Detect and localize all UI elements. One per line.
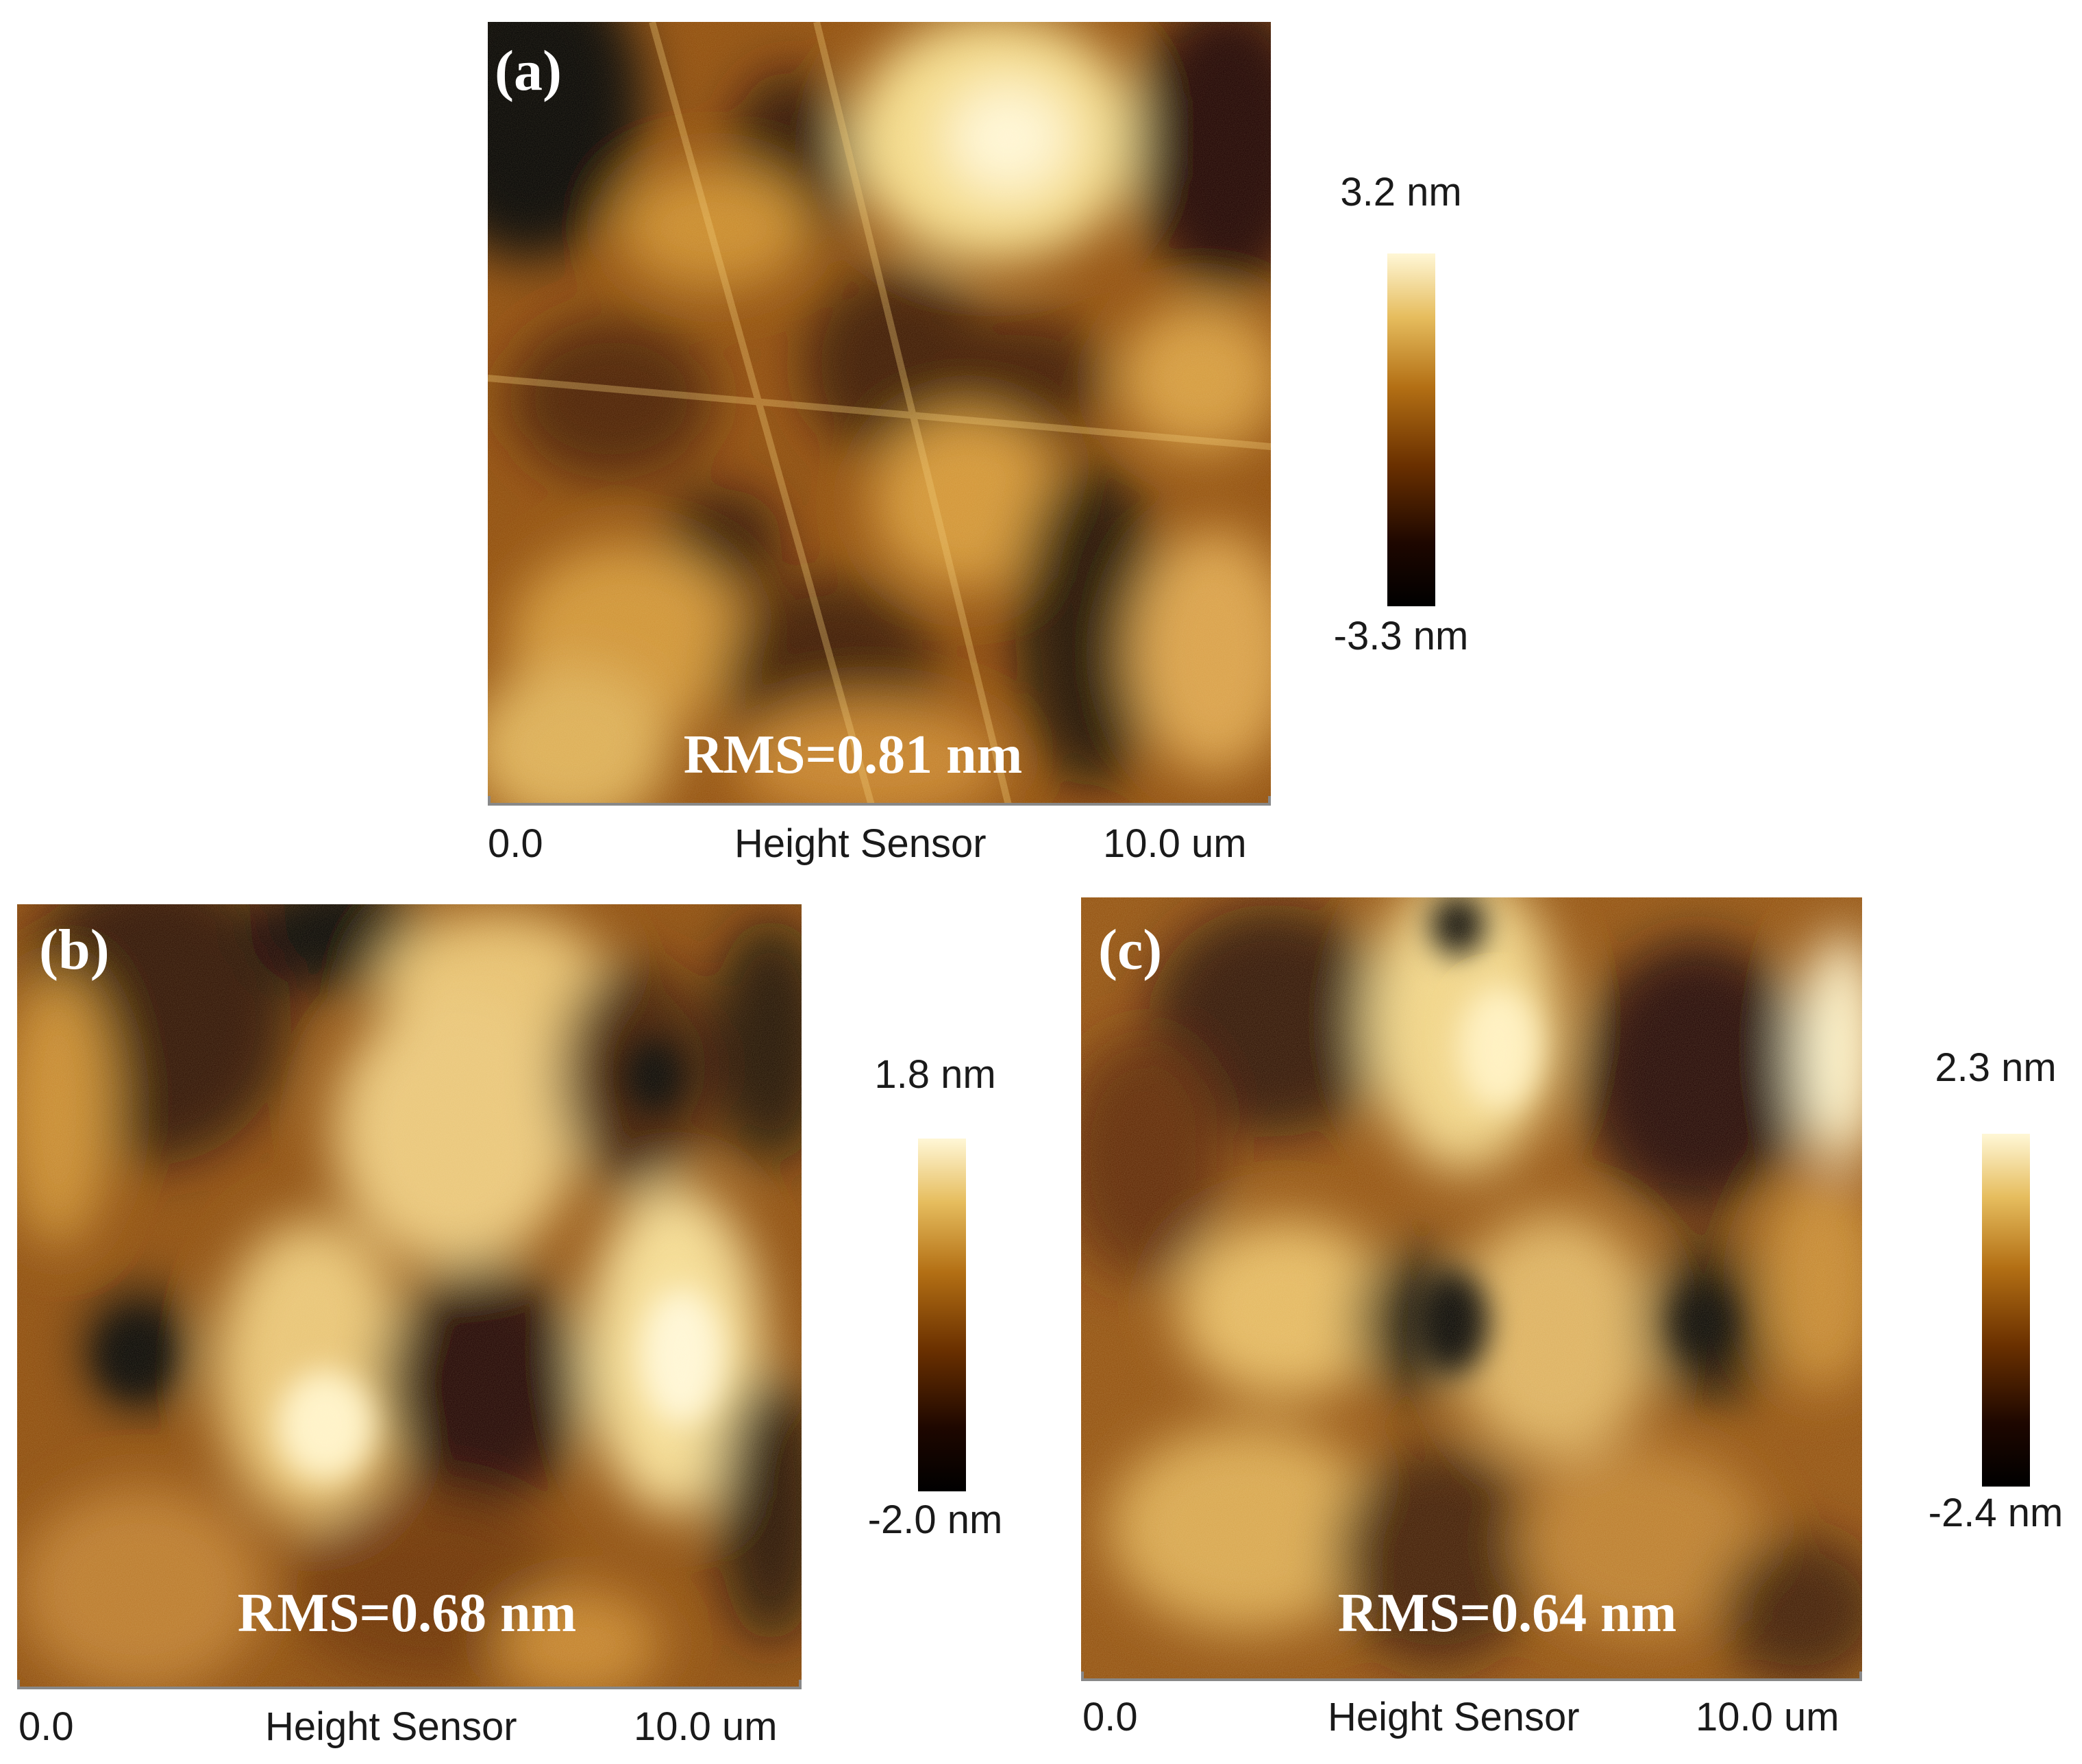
color-scale-bar-c (1982, 1134, 2030, 1487)
axis-title-a: Height Sensor (734, 821, 987, 866)
x-axis-tick-b-start (17, 1680, 20, 1689)
afm-image-c (1081, 897, 1862, 1678)
scale-max-a: 3.2 nm (1340, 170, 1462, 214)
rms-label-c: RMS=0.64 nm (1337, 1583, 1677, 1643)
panel-label-c: (c) (1098, 918, 1163, 982)
panel-label-a: (a) (495, 39, 562, 103)
x-axis-tick-c-end (1859, 1672, 1862, 1681)
x-axis-tick-b-end (799, 1680, 802, 1689)
afm-image-b (17, 904, 802, 1689)
scale-min-a: -3.3 nm (1333, 614, 1469, 658)
x-axis-a (488, 803, 1271, 806)
x-axis-tick-a-start (488, 796, 491, 806)
axis-end-a: 10.0 um (1103, 821, 1247, 866)
rms-label-b: RMS=0.68 nm (237, 1583, 577, 1643)
afm-image-a (488, 22, 1271, 805)
panel-label-b: (b) (39, 918, 110, 982)
color-scale-bar-b (918, 1139, 966, 1491)
rms-label-a: RMS=0.81 nm (683, 725, 1023, 785)
axis-start-c: 0.0 (1082, 1695, 1138, 1739)
scale-min-b: -2.0 nm (867, 1498, 1003, 1542)
scale-max-c: 2.3 nm (1935, 1045, 2057, 1090)
axis-end-b: 10.0 um (634, 1704, 778, 1749)
x-axis-tick-c-start (1081, 1672, 1084, 1681)
x-axis-b (17, 1687, 802, 1689)
scale-min-c: -2.4 nm (1928, 1491, 2064, 1535)
axis-title-b: Height Sensor (265, 1704, 517, 1749)
x-axis-c (1081, 1678, 1862, 1681)
axis-start-a: 0.0 (488, 821, 543, 866)
x-axis-tick-a-end (1268, 796, 1271, 806)
color-scale-bar-a (1387, 253, 1435, 606)
axis-title-c: Height Sensor (1328, 1695, 1580, 1739)
axis-start-b: 0.0 (18, 1704, 74, 1749)
axis-end-c: 10.0 um (1696, 1695, 1839, 1739)
scale-max-b: 1.8 nm (874, 1052, 996, 1097)
